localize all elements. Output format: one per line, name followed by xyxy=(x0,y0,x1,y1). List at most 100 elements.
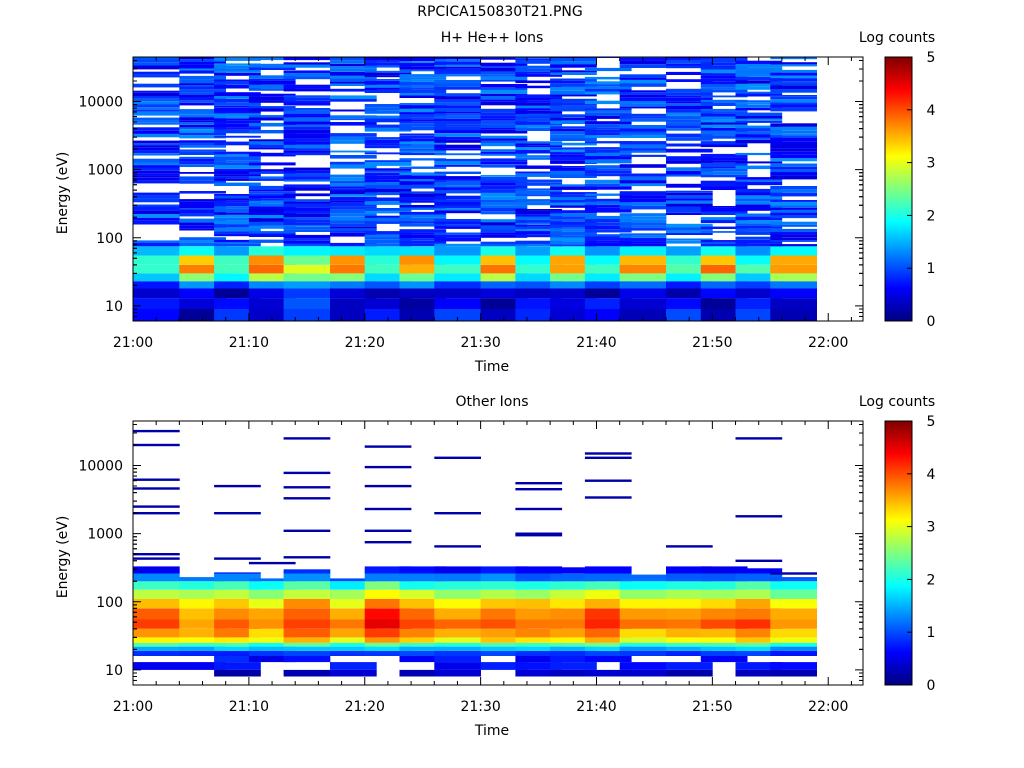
heatmap-cell xyxy=(399,57,447,61)
heatmap-cell xyxy=(770,642,817,647)
heatmap-cell xyxy=(248,63,296,68)
heatmap-cell xyxy=(283,642,331,647)
heatmap-cell xyxy=(214,135,261,138)
heatmap-cell xyxy=(179,589,226,599)
heatmap-cell xyxy=(434,139,481,143)
heatmap-cell xyxy=(700,650,748,656)
heatmap-cell xyxy=(179,85,226,87)
heatmap-cell xyxy=(619,64,667,68)
heatmap-cell xyxy=(619,92,667,95)
heatmap-cell xyxy=(434,219,481,222)
heatmap-cell xyxy=(330,196,377,201)
heatmap-cell xyxy=(179,97,226,101)
heatmap-cell xyxy=(550,152,597,155)
heatmap-cell xyxy=(364,231,412,235)
heatmap-cell xyxy=(480,598,528,609)
heatmap-cell xyxy=(550,273,597,282)
heatmap-cell xyxy=(584,207,632,210)
heatmap-cell xyxy=(133,298,180,309)
heatmap-cell xyxy=(434,161,481,165)
heatmap-sparse-line xyxy=(515,482,563,485)
heatmap-cell xyxy=(399,79,447,82)
heatmap-cell xyxy=(666,608,713,620)
heatmap-cell xyxy=(550,184,597,187)
heatmap-cell xyxy=(330,642,377,647)
heatmap-cell xyxy=(550,86,597,91)
heatmap-cell xyxy=(364,598,412,609)
heatmap-cell xyxy=(515,149,563,154)
heatmap-cell xyxy=(770,83,817,86)
heatmap-cell xyxy=(666,115,713,120)
heatmap-cell xyxy=(515,165,563,169)
heatmap-cell xyxy=(550,160,597,164)
heatmap-cell xyxy=(399,217,447,222)
heatmap-cell xyxy=(480,225,528,230)
heatmap-cell xyxy=(770,608,817,620)
colorbar-tick-label: 3 xyxy=(927,156,936,172)
heatmap-cell xyxy=(214,669,261,677)
x-tick-label: 21:40 xyxy=(576,699,616,715)
heatmap-cell xyxy=(770,577,817,582)
heatmap-cell xyxy=(214,160,261,163)
heatmap-cell xyxy=(770,186,817,190)
heatmap-cell xyxy=(434,298,481,309)
x-axis-label: Time xyxy=(474,359,509,375)
heatmap-cell xyxy=(214,619,261,629)
heatmap-cell xyxy=(330,88,377,92)
heatmap-cell xyxy=(480,138,528,141)
heatmap-cell xyxy=(584,152,632,157)
heatmap-cell xyxy=(550,117,597,121)
x-tick-label: 21:00 xyxy=(113,699,153,715)
heatmap-cell xyxy=(619,225,667,228)
heatmap-cell xyxy=(550,581,597,590)
heatmap-cell xyxy=(179,122,226,125)
heatmap-cell xyxy=(666,628,713,638)
heatmap-cell xyxy=(133,240,180,243)
heatmap-cell xyxy=(515,102,563,106)
heatmap-cell xyxy=(133,642,180,647)
heatmap-cell xyxy=(179,102,226,106)
heatmap-cell xyxy=(550,61,597,65)
heatmap-cell xyxy=(619,202,667,206)
heatmap-cell xyxy=(770,205,817,208)
heatmap-cell xyxy=(584,650,632,656)
heatmap-cell xyxy=(550,229,597,232)
heatmap-cell xyxy=(214,63,261,66)
heatmap-cell xyxy=(666,170,713,175)
heatmap-cell xyxy=(480,164,528,168)
x-tick-label: 21:10 xyxy=(229,699,269,715)
heatmap-cell xyxy=(179,145,226,148)
heatmap-cell xyxy=(133,130,180,134)
heatmap-cell xyxy=(364,646,412,651)
heatmap-cell xyxy=(330,288,377,299)
heatmap-cell xyxy=(480,581,528,590)
colorbar-tick-label: 2 xyxy=(927,208,936,224)
heatmap-cell xyxy=(770,200,817,202)
heatmap-cell xyxy=(770,158,817,162)
heatmap-cell xyxy=(550,205,597,208)
heatmap-cell xyxy=(179,172,226,174)
heatmap-cell xyxy=(480,135,528,139)
heatmap-cell xyxy=(248,598,296,609)
heatmap-cell xyxy=(248,144,296,148)
heatmap-cell xyxy=(364,172,412,176)
heatmap-cell xyxy=(666,573,713,582)
heatmap-cell xyxy=(480,161,528,165)
heatmap-cell xyxy=(133,96,180,99)
heatmap-cell xyxy=(666,137,713,141)
heatmap-cell xyxy=(666,223,713,228)
heatmap-cell xyxy=(619,183,667,187)
heatmap-cell xyxy=(133,220,180,225)
heatmap-cell xyxy=(550,142,597,146)
heatmap-cell xyxy=(515,581,563,590)
heatmap-cell xyxy=(179,83,226,86)
heatmap-cell xyxy=(770,240,817,242)
heatmap-cell xyxy=(179,70,226,74)
heatmap-cell xyxy=(214,231,261,234)
heatmap-cell xyxy=(700,656,748,663)
heatmap-cell xyxy=(364,80,412,85)
heatmap-cell xyxy=(248,619,296,629)
heatmap-cell xyxy=(248,589,296,599)
heatmap-cell xyxy=(434,581,481,590)
heatmap-cell xyxy=(179,581,226,590)
